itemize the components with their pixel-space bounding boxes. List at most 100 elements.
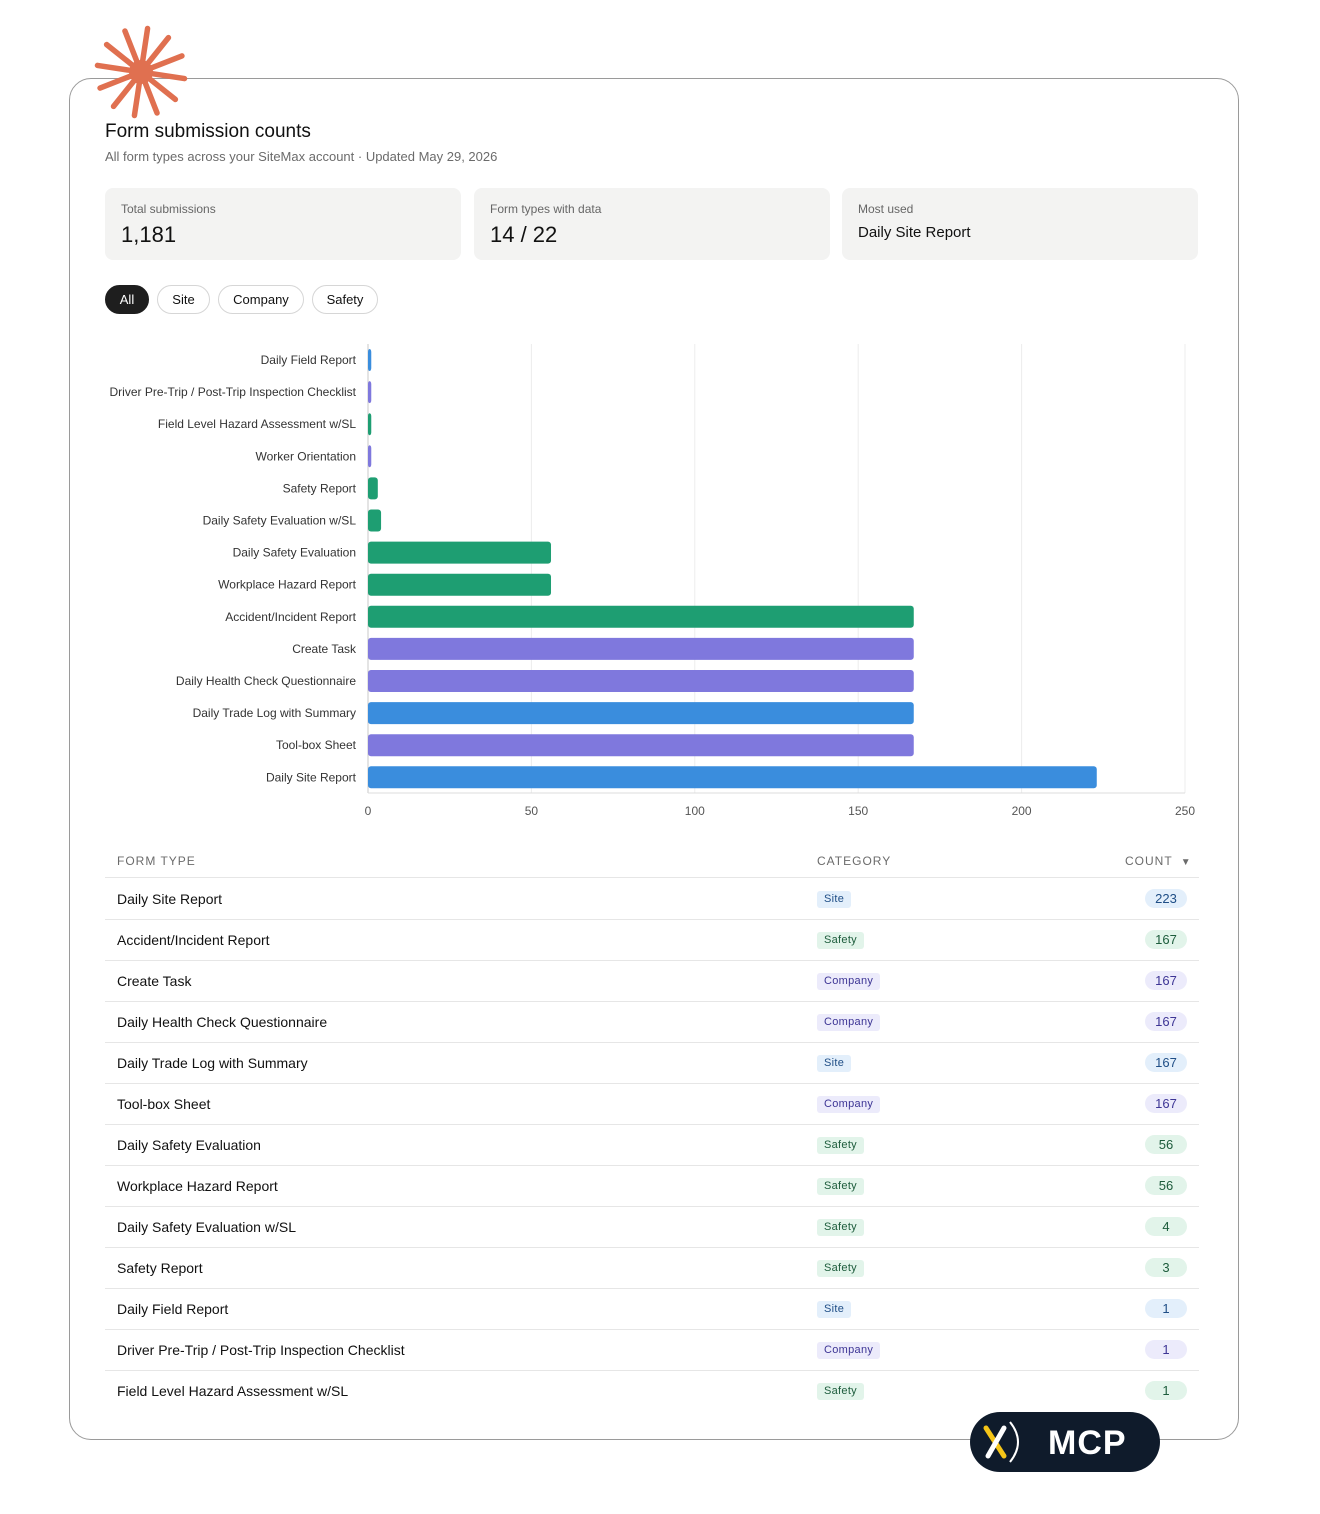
category-badge: Site	[817, 1055, 852, 1072]
row-divider	[105, 1247, 1199, 1248]
bar[interactable]	[368, 413, 372, 436]
row-form-type: Safety Report	[117, 1260, 203, 1276]
stat-value: 14 / 22	[490, 222, 558, 247]
table-header-divider	[105, 877, 1199, 878]
col-header-count[interactable]: COUNT ▼	[1125, 854, 1192, 868]
col-header-count-label: COUNT	[1125, 854, 1173, 868]
y-category-label: Create Task	[292, 642, 357, 656]
filter-chip-safety[interactable]: Safety	[312, 285, 378, 314]
row-form-type: Tool-box Sheet	[117, 1096, 211, 1112]
y-category-label: Field Level Hazard Assessment w/SL	[158, 417, 356, 431]
category-badge: Site	[817, 1301, 852, 1318]
count-pill: 1	[1145, 1381, 1187, 1400]
filter-chip-site[interactable]: Site	[157, 285, 210, 314]
count-pill: 167	[1145, 1053, 1187, 1072]
mcp-badge: MCP	[970, 1412, 1160, 1472]
row-divider	[105, 1206, 1199, 1207]
bar[interactable]	[368, 381, 372, 404]
category-badge: Safety	[817, 1178, 864, 1195]
count-pill: 56	[1145, 1176, 1187, 1195]
bar[interactable]	[368, 766, 1097, 789]
x-logo-icon	[983, 1421, 1019, 1463]
row-divider	[105, 1288, 1199, 1289]
row-form-type: Daily Site Report	[117, 891, 223, 907]
sort-desc-icon: ▼	[1180, 857, 1192, 868]
bar[interactable]	[368, 509, 382, 532]
x-tick-label: 150	[848, 804, 868, 818]
row-form-type: Daily Trade Log with Summary	[117, 1055, 308, 1071]
row-divider	[105, 960, 1199, 961]
bar[interactable]	[368, 637, 914, 660]
row-form-type: Daily Safety Evaluation w/SL	[117, 1219, 296, 1235]
bar[interactable]	[368, 702, 914, 725]
category-badge: Company	[817, 1342, 881, 1359]
bar-chart: 0 50 100 150 200 250 Daily Field Report Driver …	[109, 344, 1195, 818]
category-badge: Safety	[817, 1260, 864, 1277]
row-form-type: Field Level Hazard Assessment w/SL	[117, 1383, 349, 1399]
category-badge: Company	[817, 973, 881, 990]
y-category-label: Driver Pre-Trip / Post-Trip Inspection C…	[109, 385, 356, 399]
y-category-label: Daily Safety Evaluation w/SL	[203, 514, 357, 528]
x-tick-label: 50	[525, 804, 539, 818]
row-divider	[105, 1370, 1199, 1371]
count-pill: 3	[1145, 1258, 1187, 1277]
count-pill: 56	[1145, 1135, 1187, 1154]
stat-value: Daily Site Report	[858, 224, 971, 241]
x-tick-label: 100	[685, 804, 705, 818]
category-badge: Safety	[817, 1219, 864, 1236]
y-category-label: Daily Site Report	[266, 770, 357, 784]
bar[interactable]	[368, 477, 378, 500]
sparkle-burst-icon	[94, 25, 188, 119]
row-divider	[105, 1329, 1199, 1330]
row-divider	[105, 919, 1199, 920]
row-form-type: Accident/Incident Report	[117, 932, 270, 948]
y-category-label: Tool-box Sheet	[276, 738, 357, 752]
count-pill: 1	[1145, 1299, 1187, 1318]
bar[interactable]	[368, 670, 914, 692]
count-pill: 167	[1145, 971, 1187, 990]
y-category-label: Safety Report	[283, 481, 357, 495]
page-subtitle: All form types across your SiteMax accou…	[105, 149, 498, 164]
bar[interactable]	[368, 541, 552, 564]
y-category-label: Accident/Incident Report	[225, 610, 356, 624]
y-category-label: Daily Safety Evaluation	[233, 546, 356, 560]
mcp-label: MCP	[1048, 1424, 1127, 1462]
category-badge: Safety	[817, 1137, 864, 1154]
bar[interactable]	[368, 445, 372, 468]
stat-most-used: Most used Daily Site Report	[842, 188, 1198, 260]
count-pill: 167	[1145, 1012, 1187, 1031]
y-category-label: Workplace Hazard Report	[218, 578, 357, 592]
y-category-label: Worker Orientation	[256, 449, 356, 463]
row-form-type: Driver Pre-Trip / Post-Trip Inspection C…	[117, 1342, 405, 1358]
x-tick-label: 0	[365, 804, 372, 818]
row-form-type: Workplace Hazard Report	[117, 1178, 278, 1194]
category-badge: Site	[817, 891, 852, 908]
bar[interactable]	[368, 349, 372, 371]
row-divider	[105, 1083, 1199, 1084]
row-form-type: Daily Health Check Questionnaire	[117, 1014, 328, 1030]
col-header-form-type[interactable]: FORM TYPE	[117, 854, 196, 868]
stat-label: Total submissions	[121, 202, 216, 216]
col-header-category[interactable]: CATEGORY	[817, 854, 892, 868]
category-badge: Safety	[817, 1383, 864, 1400]
category-badge: Company	[817, 1014, 881, 1031]
bar[interactable]	[368, 734, 914, 757]
row-divider	[105, 1042, 1199, 1043]
row-divider	[105, 1124, 1199, 1125]
bar[interactable]	[368, 605, 914, 628]
y-category-label: Daily Health Check Questionnaire	[176, 674, 356, 688]
row-form-type: Daily Field Report	[117, 1301, 229, 1317]
row-divider	[105, 1001, 1199, 1002]
bar[interactable]	[368, 573, 552, 596]
stat-value: 1,181	[121, 222, 177, 247]
stat-label: Most used	[858, 202, 914, 216]
row-form-type: Create Task	[117, 973, 192, 989]
stat-form-types: Form types with data 14 / 22	[474, 188, 830, 260]
filter-chip-all[interactable]: All	[105, 285, 149, 314]
stat-label: Form types with data	[490, 202, 602, 216]
x-tick-label: 200	[1012, 804, 1032, 818]
row-divider	[105, 1165, 1199, 1166]
y-category-label: Daily Trade Log with Summary	[193, 706, 356, 720]
category-badge: Safety	[817, 932, 864, 949]
filter-chip-company[interactable]: Company	[218, 285, 304, 314]
